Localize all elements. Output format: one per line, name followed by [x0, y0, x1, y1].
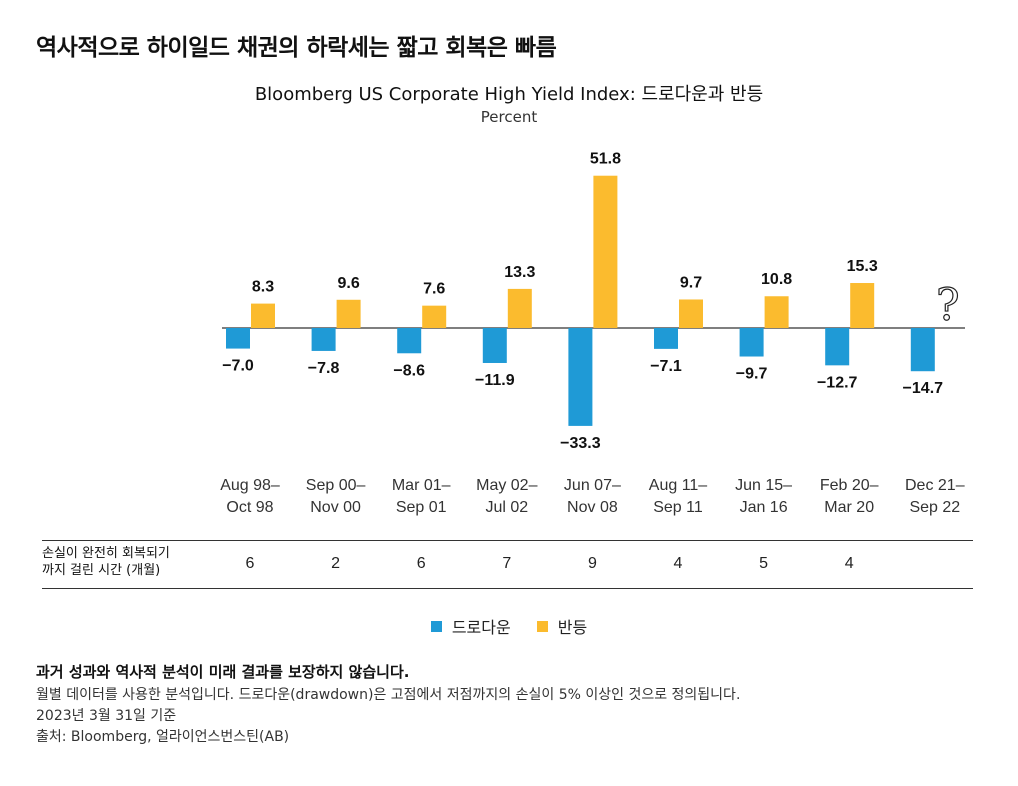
period-label-start: Sep 00– — [306, 477, 366, 494]
table-bottom-rule — [42, 588, 973, 589]
period-label-end: Jul 02 — [485, 499, 528, 516]
period-label-end: Mar 20 — [824, 499, 874, 516]
period-label-end: Sep 01 — [396, 499, 447, 516]
drawdown-bar — [311, 328, 336, 351]
period-label-start: Aug 98– — [220, 477, 280, 494]
period-label-start: Dec 21– — [905, 477, 965, 494]
disclaimer-note: 과거 성과와 역사적 분석이 미래 결과를 보장하지 않습니다. — [36, 663, 410, 681]
drawdown-value-label: −12.7 — [817, 374, 858, 391]
recovery-months-value: 4 — [673, 555, 683, 572]
period-label-end: Oct 98 — [226, 499, 273, 516]
drawdown-bar — [482, 328, 507, 363]
rebound-value-label: 9.6 — [337, 275, 359, 292]
chart-title: Bloomberg US Corporate High Yield Index:… — [254, 84, 764, 105]
drawdown-bar — [226, 328, 250, 349]
drawdown-value-label: −11.9 — [475, 372, 515, 389]
method-note: 월별 데이터를 사용한 분석입니다. 드로다운(drawdown)은 고점에서 … — [36, 687, 741, 703]
chart-legend: 드로다운 반등 — [0, 614, 1018, 638]
period-label-end: Nov 08 — [567, 499, 618, 516]
period-label-start: Mar 01– — [392, 477, 451, 494]
drawdown-value-label: −7.8 — [308, 360, 340, 377]
unknown-rebound-marker: ? — [936, 280, 960, 331]
recovery-label-line2: 까지 걸린 시간 (개월) — [42, 563, 161, 578]
rebound-bar — [679, 299, 703, 328]
table-top-rule — [42, 540, 973, 541]
drawdown-value-label: −7.0 — [222, 358, 254, 375]
period-label-start: Jun 07– — [564, 477, 621, 494]
recovery-months-value: 5 — [759, 555, 769, 572]
period-label-end: Jan 16 — [740, 499, 788, 516]
recovery-months-value: 6 — [245, 555, 255, 572]
rebound-value-label: 15.3 — [847, 258, 878, 275]
source-note: 출처: Bloomberg, 얼라이언스번스틴(AB) — [36, 729, 290, 745]
date-note: 2023년 3월 31일 기준 — [36, 708, 177, 724]
rebound-bar — [336, 299, 361, 328]
legend-label-drawdown: 드로다운 — [451, 618, 511, 637]
drawdown-bar — [397, 328, 422, 354]
legend-item-drawdown: 드로다운 — [430, 614, 511, 638]
recovery-months-value: 9 — [587, 555, 597, 572]
recovery-months-value: 6 — [416, 555, 426, 572]
legend-swatch-rebound — [536, 620, 548, 632]
period-label-start: Feb 20– — [820, 477, 879, 494]
drawdown-bar — [825, 328, 850, 366]
drawdown-value-label: −9.7 — [736, 366, 768, 383]
rebound-value-label: 51.8 — [590, 151, 621, 168]
period-label-start: Jun 15– — [735, 477, 792, 494]
rebound-value-label: 8.3 — [252, 279, 274, 296]
drawdown-bar — [568, 328, 593, 426]
chart-unit-label: Percent — [480, 108, 538, 126]
legend-item-rebound: 반등 — [536, 614, 588, 638]
rebound-bar — [593, 175, 618, 328]
rebound-value-label: 9.7 — [680, 274, 702, 291]
drawdown-bar — [654, 328, 678, 349]
drawdown-bar — [739, 328, 764, 357]
drawdown-value-label: −33.3 — [560, 435, 601, 452]
period-label-end: Nov 00 — [310, 499, 361, 516]
rebound-bar — [507, 288, 532, 328]
rebound-value-label: 10.8 — [761, 271, 792, 288]
drawdown-value-label: −8.6 — [393, 362, 425, 379]
period-label-end: Sep 22 — [909, 499, 960, 516]
recovery-months-value: 7 — [502, 555, 512, 572]
legend-label-rebound: 반등 — [557, 618, 588, 637]
legend-swatch-drawdown — [430, 620, 442, 632]
rebound-value-label: 13.3 — [504, 264, 535, 281]
rebound-bar — [251, 303, 275, 328]
period-label-start: Aug 11– — [649, 477, 708, 494]
period-label-start: May 02– — [476, 477, 537, 494]
recovery-months-value: 4 — [844, 555, 854, 572]
bar-chart: −7.0 8.3 Aug 98– Oct 98 −7.8 9.6 Sep 00– Nov 00… — [220, 151, 965, 516]
recovery-label-line1: 손실이 완전히 회복되기 — [42, 546, 170, 561]
period-label-end: Sep 11 — [653, 499, 703, 516]
rebound-bar — [422, 305, 447, 328]
drawdown-value-label: −7.1 — [650, 358, 682, 375]
rebound-value-label: 7.6 — [423, 281, 445, 298]
page-headline: 역사적으로 하이일드 채권의 하락세는 짧고 회복은 빠름 — [36, 35, 557, 61]
drawdown-bar — [910, 328, 935, 372]
drawdown-value-label: −14.7 — [903, 380, 944, 397]
recovery-months-value: 2 — [331, 555, 341, 572]
rebound-bar — [764, 296, 789, 328]
rebound-bar — [850, 283, 875, 328]
recovery-time-label: 손실이 완전히 회복되기 까지 걸린 시간 (개월) — [42, 545, 170, 579]
